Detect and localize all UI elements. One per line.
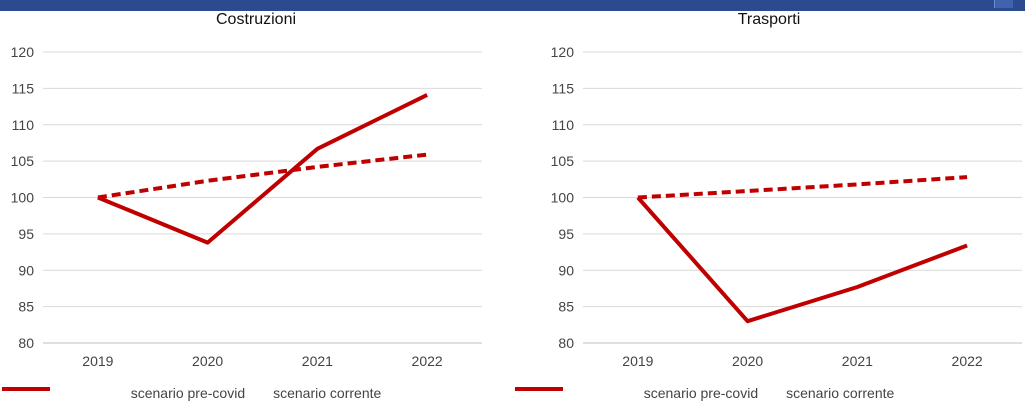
legend-item-corrente: scenario corrente [515,385,895,401]
y-tick-label: 90 [558,262,574,278]
legend-label: scenario corrente [273,385,382,401]
x-tick-label: 2022 [412,353,443,369]
y-tick-label: 90 [18,262,34,278]
header-logo-mark [994,0,1013,8]
y-tick-label: 95 [558,226,574,242]
chart-legend: scenario pre-covid scenario corrente [513,384,1025,402]
x-tick-label: 2022 [952,353,983,369]
y-tick-label: 115 [552,80,575,96]
legend-label: scenario pre-covid [130,385,246,401]
y-tick-label: 105 [11,153,35,169]
series-line-corrente [636,196,968,324]
y-tick-label: 120 [11,44,35,60]
x-tick-label: 2020 [732,353,763,369]
y-tick-label: 115 [12,80,35,96]
legend-item-pre-covid: scenario pre-covid [515,385,759,401]
legend-label: scenario corrente [786,385,895,401]
legend-item-pre-covid: scenario pre-covid [2,385,246,401]
y-tick-label: 100 [551,190,575,206]
x-tick-label: 2019 [622,353,653,369]
x-tick-label: 2021 [842,353,873,369]
y-tick-label: 85 [18,299,34,315]
y-tick-label: 80 [558,335,574,351]
legend-swatch-solid [2,387,44,391]
header-bar [0,0,1025,11]
chart-title: Trasporti [737,11,801,28]
x-tick-label: 2021 [302,353,333,369]
legend-label: scenario pre-covid [643,385,759,401]
y-tick-label: 105 [551,153,575,169]
y-tick-label: 80 [18,335,34,351]
series-line-corrente [97,93,428,245]
chart-title: Costruzioni [215,11,297,28]
legend-swatch-solid [515,387,557,391]
x-tick-label: 2020 [192,353,223,369]
legend-item-corrente: scenario corrente [2,385,382,401]
chart-legend: scenario pre-covid scenario corrente [0,384,512,402]
y-tick-label: 120 [551,44,575,60]
y-tick-label: 110 [552,117,575,133]
chart-trasporti: 80 85 90 95 100 105 110 115 120 2019 2020 2021 2022 … [513,0,1025,403]
y-tick-label: 95 [18,226,34,242]
y-tick-label: 85 [558,299,574,315]
chart-plot-costruzioni: 80 85 90 95 100 105 110 115 120 2019 2020 2021 2022 [11,44,482,369]
x-tick-label: 2019 [82,353,113,369]
chart-plot-trasporti: 80 85 90 95 100 105 110 115 120 2019 2020 2021 2022 [551,44,1022,369]
y-tick-label: 110 [12,117,35,133]
chart-costruzioni: 80 85 90 95 100 105 110 115 120 2019 2020 2021 2022 … [0,0,512,403]
y-tick-label: 100 [11,190,35,206]
series-line-pre-covid [637,175,968,200]
